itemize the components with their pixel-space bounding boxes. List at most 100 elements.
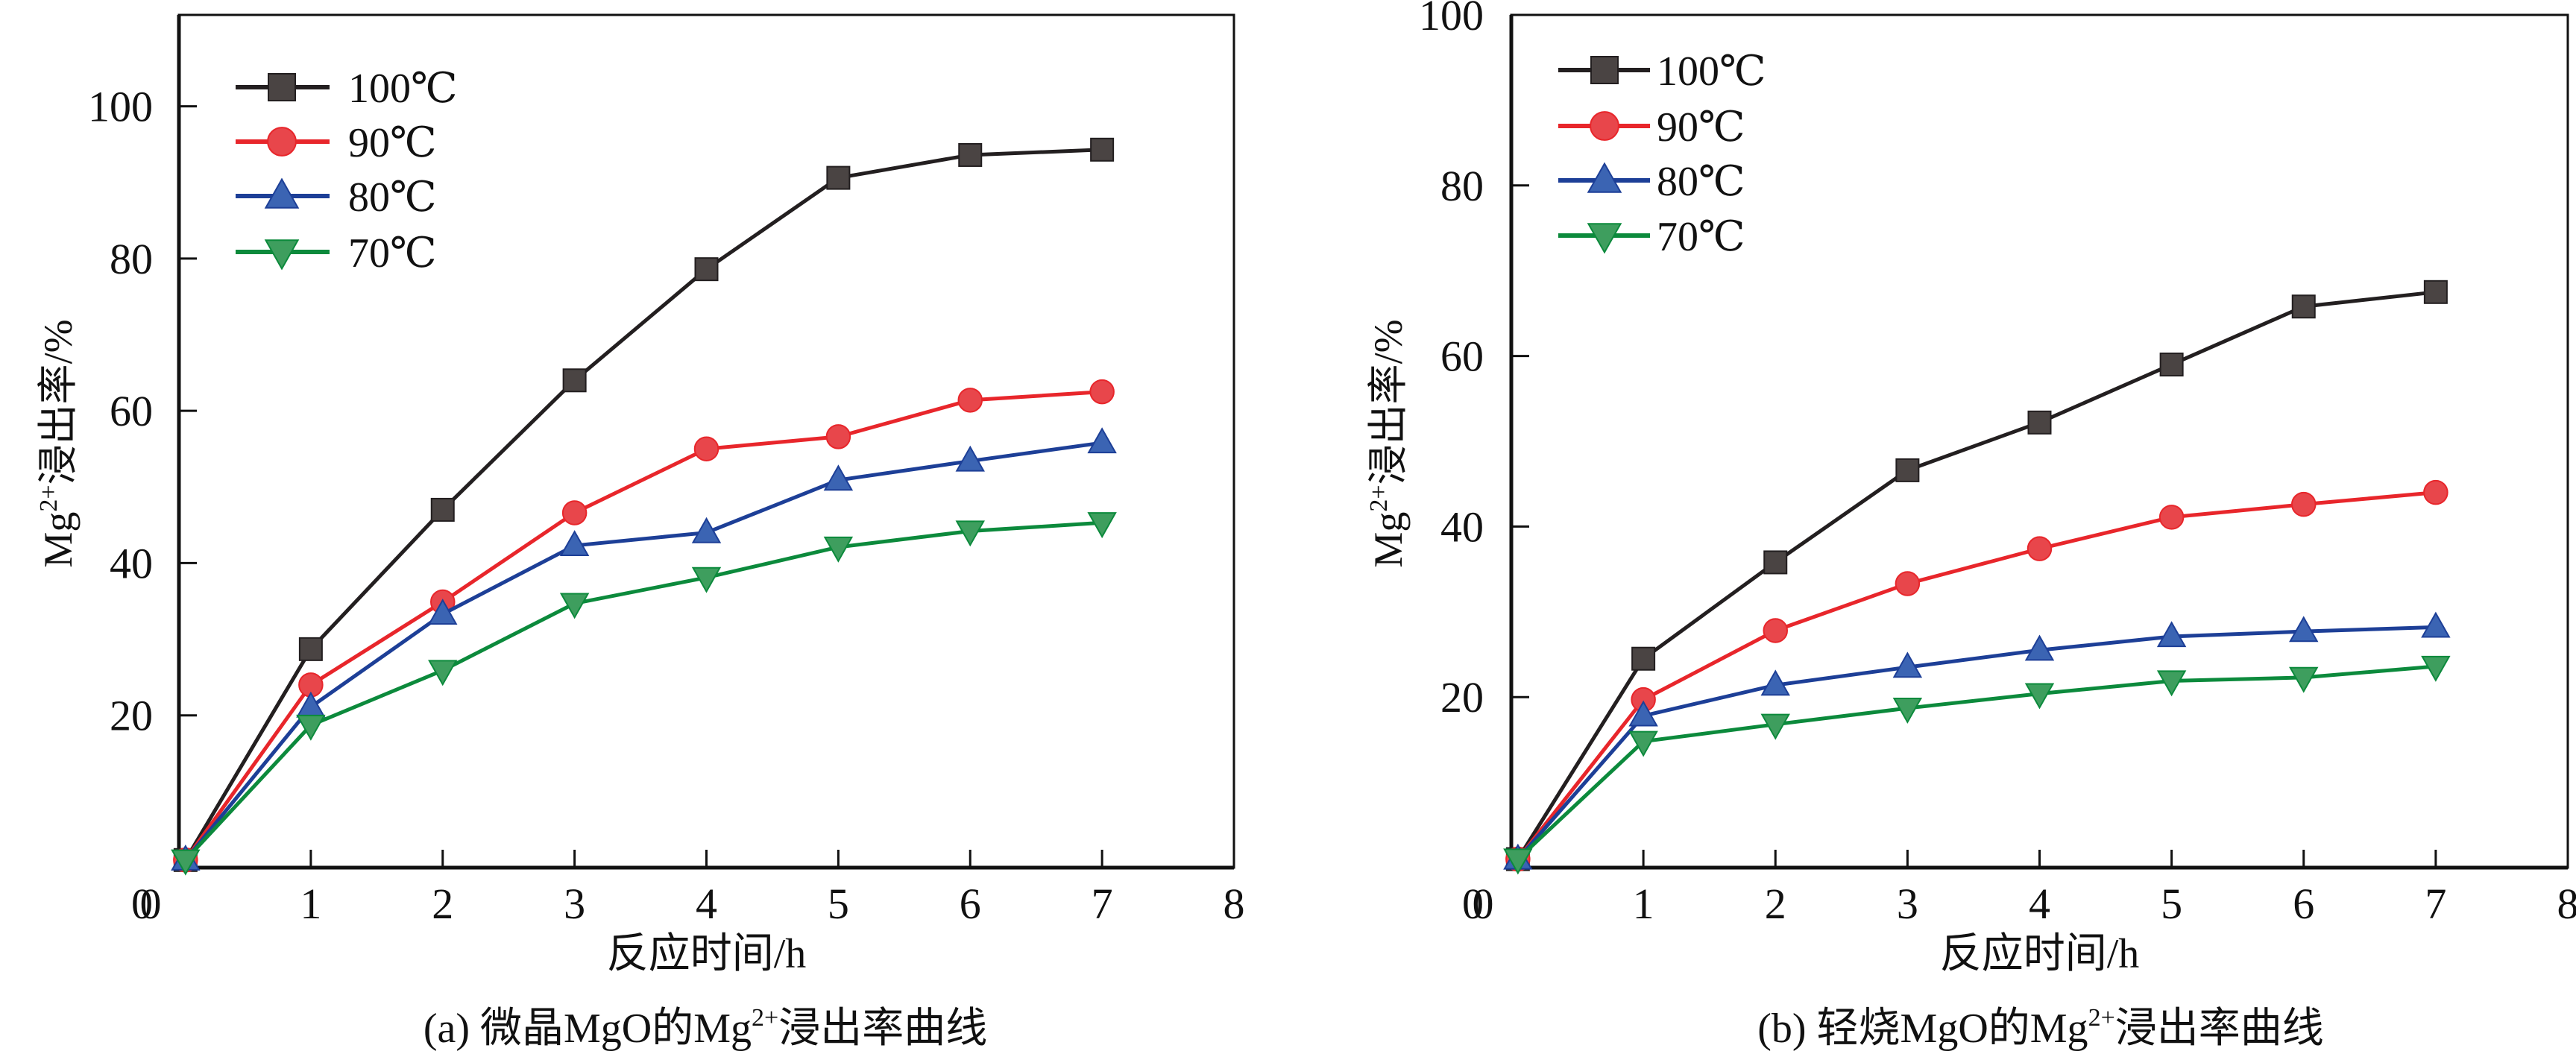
- y-tick-label: 20: [1440, 673, 1484, 722]
- x-tick-label: 6: [2293, 880, 2314, 928]
- figure-caption: (b) 轻烧MgO的Mg2+浸出率曲线: [1757, 1004, 2324, 1051]
- y-tick-label: 20: [110, 692, 153, 740]
- x-tick-label: 4: [2029, 880, 2050, 928]
- data-point: [1087, 427, 1117, 454]
- caption-superscript: 2+: [752, 1004, 778, 1032]
- data-point: [2289, 666, 2319, 693]
- x-tick-label: 8: [1224, 880, 1245, 928]
- figure-caption: (a) 微晶MgO的Mg2+浸出率曲线: [423, 1004, 987, 1051]
- series-100c: [1505, 280, 2448, 871]
- y-tick-label: 40: [110, 539, 153, 587]
- legend-item: 70℃: [1558, 214, 1745, 260]
- x-tick-label: 1: [1633, 880, 1654, 928]
- y-axis-title-base: Mg: [1366, 512, 1411, 568]
- legend-marker: [1587, 223, 1622, 254]
- y-tick-label: 80: [110, 235, 153, 283]
- data-point: [171, 849, 201, 876]
- data-point: [559, 530, 590, 557]
- data-point: [2423, 479, 2449, 505]
- data-point: [823, 464, 854, 491]
- legend-label: 70℃: [1657, 214, 1745, 260]
- data-point: [2156, 670, 2187, 697]
- x-tick-label: 7: [1092, 880, 1113, 928]
- y-axis-title: Mg2+浸出率/%: [1365, 319, 1411, 567]
- series-70c: [171, 512, 1117, 876]
- legend-item: 90℃: [236, 120, 437, 166]
- data-point: [1631, 646, 1656, 671]
- caption-base: (a) 微晶MgO的Mg: [423, 1006, 752, 1051]
- data-point: [1892, 697, 1923, 724]
- y-tick-label: 60: [1440, 332, 1484, 381]
- data-point: [559, 593, 590, 619]
- legend-marker: [264, 239, 300, 271]
- y-tick-label: 0: [131, 880, 153, 928]
- data-point: [428, 660, 458, 687]
- series-line: [1516, 625, 2436, 861]
- x-tick-label: 5: [828, 880, 849, 928]
- series-70c: [1503, 655, 2451, 875]
- data-point: [298, 637, 323, 661]
- legend-label: 80℃: [1657, 159, 1745, 205]
- caption-rest: 浸出率曲线: [778, 1006, 987, 1051]
- legend-item: 100℃: [1558, 48, 1766, 95]
- y-tick-label: 80: [1440, 162, 1484, 210]
- data-point: [1760, 713, 1790, 740]
- data-point: [958, 142, 983, 167]
- series-80c: [1503, 611, 2451, 870]
- x-axis-title: 反应时间/h: [1940, 931, 2140, 977]
- data-point: [1763, 618, 1788, 643]
- x-tick-label: 8: [2557, 880, 2576, 928]
- x-tick-label: 6: [960, 880, 981, 928]
- y-axis-title-superscript: 2+: [35, 485, 63, 511]
- data-point: [2159, 353, 2184, 377]
- data-point: [957, 388, 983, 413]
- data-point: [2024, 683, 2055, 710]
- legend-label: 100℃: [348, 66, 458, 112]
- series-line: [183, 441, 1103, 862]
- legend-item: 90℃: [1558, 104, 1745, 151]
- caption-base: (b) 轻烧MgO的Mg: [1757, 1006, 2088, 1051]
- series-line: [1516, 290, 2437, 860]
- data-point: [2421, 655, 2451, 682]
- data-point: [955, 520, 985, 547]
- x-tick-label: 0: [1473, 880, 1494, 928]
- data-point: [691, 566, 722, 593]
- x-axis-title: 反应时间/h: [607, 931, 807, 977]
- caption-superscript: 2+: [2088, 1004, 2115, 1032]
- y-tick-label: 60: [110, 387, 153, 435]
- data-point: [1628, 700, 1658, 727]
- y-axis-title-superscript: 2+: [1365, 485, 1393, 511]
- data-point: [561, 500, 588, 526]
- data-point: [2423, 280, 2448, 304]
- legend-marker: [264, 177, 300, 209]
- data-point: [428, 599, 458, 625]
- data-point: [2289, 616, 2319, 643]
- legend-marker: [268, 73, 296, 101]
- legend-marker: [1590, 56, 1619, 84]
- x-tick-label: 4: [696, 880, 717, 928]
- data-point: [2024, 634, 2055, 661]
- legend-label: 100℃: [1657, 48, 1766, 95]
- x-tick-label: 5: [2161, 880, 2182, 928]
- legend-marker: [267, 127, 297, 157]
- y-axis-title: Mg2+浸出率/%: [35, 319, 81, 567]
- data-point: [825, 424, 851, 449]
- data-point: [694, 257, 719, 282]
- data-point: [2158, 505, 2185, 530]
- data-point: [1503, 848, 1533, 875]
- data-point: [1087, 512, 1117, 539]
- y-tick-label: 40: [1440, 502, 1484, 551]
- y-axis-title-rest: 浸出率/%: [36, 319, 81, 485]
- data-point: [1895, 571, 1921, 596]
- legend-label: 70℃: [348, 230, 437, 277]
- series-100c: [173, 137, 1115, 872]
- data-point: [2027, 536, 2053, 561]
- legend-marker: [1590, 111, 1619, 141]
- legend-label: 90℃: [348, 120, 437, 166]
- data-point: [1628, 730, 1658, 757]
- data-point: [2291, 491, 2317, 517]
- x-tick-label: 3: [1897, 880, 1918, 928]
- data-point: [2027, 410, 2052, 435]
